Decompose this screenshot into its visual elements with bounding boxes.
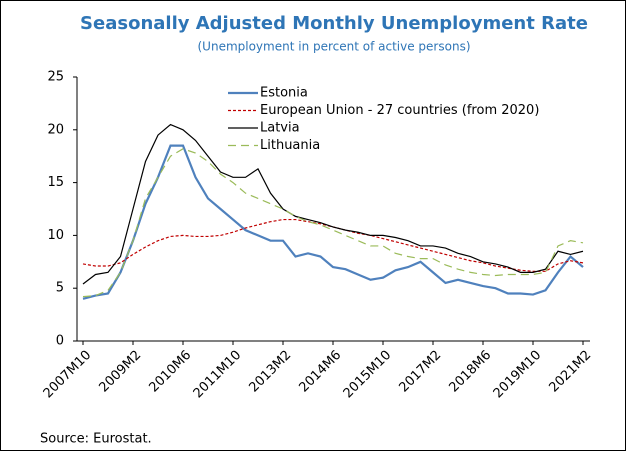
chart-title: Seasonally Adjusted Monthly Unemployment… <box>80 13 588 34</box>
y-tick-label: 0 <box>56 334 64 349</box>
y-tick-label: 10 <box>47 228 64 243</box>
chart-subtitle: (Unemployment in percent of active perso… <box>198 40 471 54</box>
y-tick-label: 20 <box>47 122 64 137</box>
y-tick-label: 5 <box>56 281 64 296</box>
legend-label: Latvia <box>260 121 300 136</box>
source-note: Source: Eurostat. <box>40 432 152 447</box>
y-tick-label: 15 <box>47 175 64 190</box>
y-tick-label: 25 <box>47 70 64 85</box>
legend-label: European Union - 27 countries (from 2020… <box>260 103 539 118</box>
series-line <box>82 144 584 300</box>
series-line <box>82 123 584 285</box>
legend-label: Lithuania <box>260 138 320 153</box>
legend-label: Estonia <box>260 86 308 101</box>
series-line <box>82 148 584 298</box>
